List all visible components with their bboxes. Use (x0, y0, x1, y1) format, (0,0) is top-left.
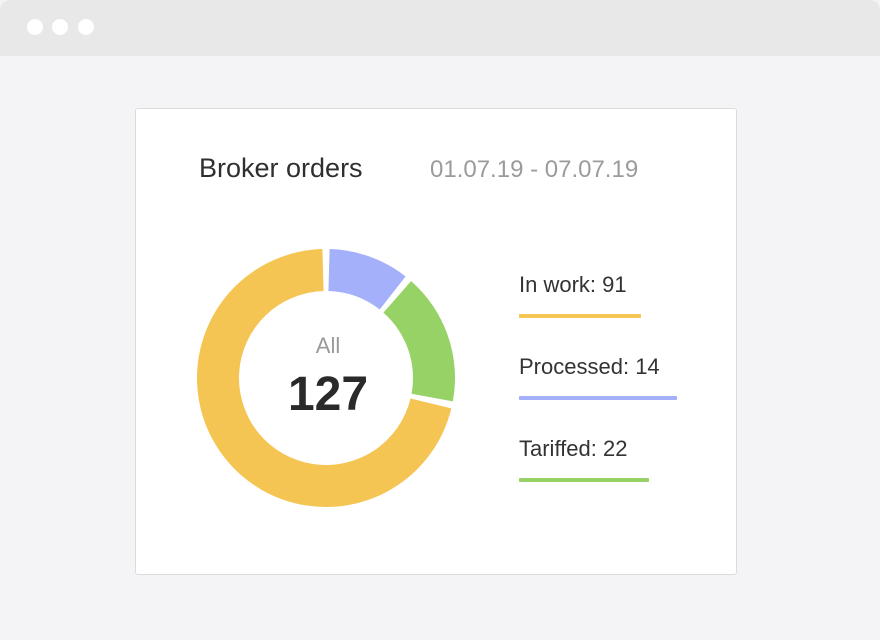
legend-item-in-work[interactable]: In work: 91 (519, 272, 641, 318)
legend-color-bar (519, 478, 649, 482)
donut-chart (197, 249, 455, 507)
legend-color-bar (519, 314, 641, 318)
legend-value: 91 (602, 272, 627, 297)
card-title: Broker orders (199, 153, 363, 183)
donut-slice-tariffed[interactable] (383, 281, 455, 402)
legend-label: In work (519, 272, 590, 297)
total-value: 127 (287, 368, 369, 421)
legend-value: 14 (635, 354, 660, 379)
legend-value: 22 (602, 436, 628, 461)
window-control-dot-icon[interactable] (27, 19, 43, 35)
window-control-dot-icon[interactable] (52, 19, 68, 35)
broker-orders-card: Broker orders 01.07.19 - 07.07.19 All 12… (135, 108, 737, 575)
legend-text: Processed: 14 (519, 354, 660, 379)
total-label: All (315, 333, 341, 358)
legend-item-tariffed[interactable]: Tariffed: 22 (519, 436, 649, 482)
window-titlebar (0, 0, 880, 56)
legend-item-processed[interactable]: Processed: 14 (519, 354, 677, 400)
legend-label: Tariffed (519, 436, 591, 461)
donut-slice-in-work[interactable] (197, 249, 452, 507)
legend-label: Processed (519, 354, 623, 379)
legend-color-bar (519, 396, 677, 400)
legend-text: In work: 91 (519, 272, 627, 297)
window-control-dot-icon[interactable] (78, 19, 94, 35)
legend-text: Tariffed: 22 (519, 436, 628, 461)
date-range: 01.07.19 - 07.07.19 (430, 156, 639, 183)
donut-slice-processed[interactable] (328, 249, 406, 310)
